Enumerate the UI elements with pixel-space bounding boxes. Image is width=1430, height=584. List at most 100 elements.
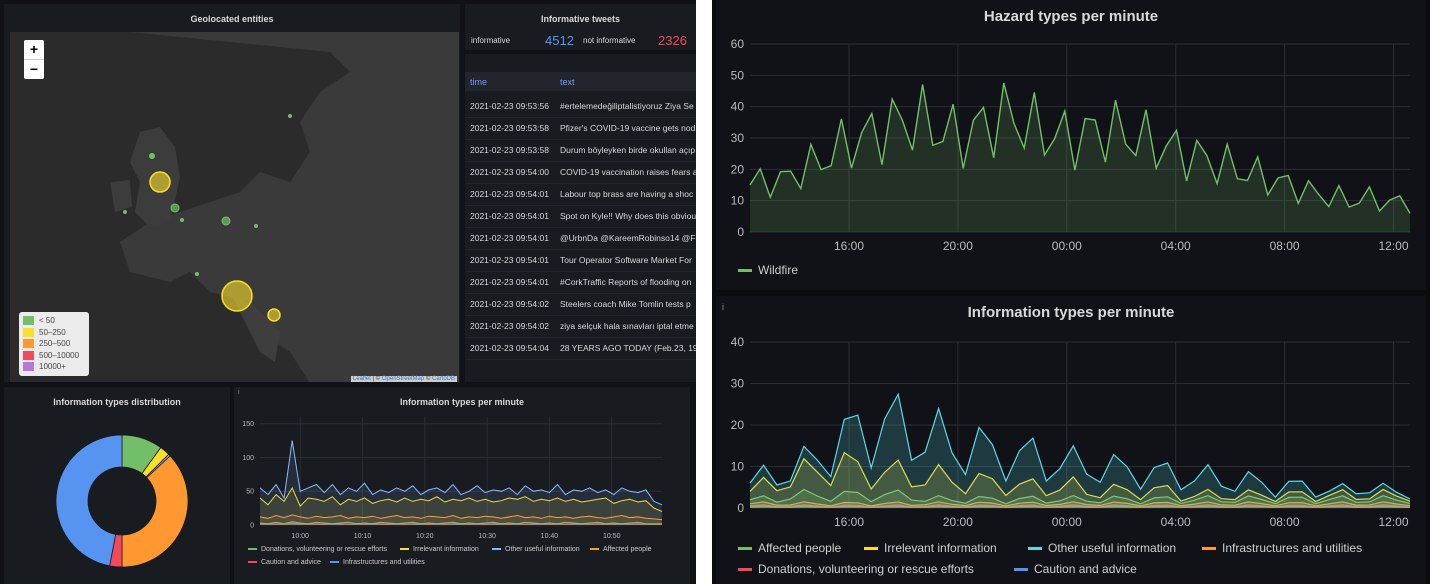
- donut-slice[interactable]: [121, 455, 189, 568]
- x-tick-label: 16:00: [834, 515, 864, 529]
- legend-item[interactable]: Affected people: [590, 546, 652, 553]
- cell-time: 2021-02-23 09:54:02: [470, 321, 549, 331]
- leaflet-link[interactable]: Leaflet: [352, 376, 371, 382]
- legend-label: Irrelevant information: [413, 546, 479, 553]
- table-row[interactable]: 2021-02-23 09:54:02 Steelers coach Mike T…: [465, 293, 696, 316]
- x-tick-label: 08:00: [1270, 515, 1300, 529]
- legend-label: < 50: [39, 316, 55, 326]
- map-marker[interactable]: [149, 171, 171, 193]
- cell-text: COVID-19 vaccination raises fears a: [560, 167, 696, 177]
- map-view[interactable]: + − < 50 50–250 250–500 500–10000 10000+ Lea…: [10, 32, 459, 382]
- y-tick-label: 150: [242, 421, 254, 428]
- zoom-out-button[interactable]: −: [29, 61, 39, 77]
- legend-item: 500–10000: [23, 350, 85, 362]
- legend-item[interactable]: Donations, volunteering or rescue effort…: [738, 562, 974, 576]
- x-tick-label: 16:00: [834, 239, 864, 253]
- table-row[interactable]: 2021-02-23 09:54:01 @UrbnDa @KareemRobins…: [465, 227, 696, 250]
- map-marker[interactable]: [221, 216, 231, 226]
- carto-link[interactable]: CartoDB: [431, 376, 455, 382]
- info-icon[interactable]: i: [238, 389, 240, 396]
- legend-label: Affected people: [758, 541, 842, 555]
- x-tick-label: 00:00: [1052, 239, 1082, 253]
- y-tick-label: 20: [731, 418, 745, 432]
- legend-label: Other useful information: [1048, 541, 1177, 555]
- legend-item[interactable]: Donations, volunteering or rescue effort…: [248, 546, 387, 553]
- zoom-in-button[interactable]: +: [24, 40, 44, 60]
- column-header-text[interactable]: text: [560, 77, 575, 87]
- legend-swatch: [23, 327, 34, 337]
- table-row[interactable]: 2021-02-23 09:53:56 #ertelemedeğiliptalis…: [465, 95, 696, 118]
- cell-text: Durum böyleyken birde okullan açıp: [560, 145, 696, 155]
- cell-text: Pfizer's COVID-19 vaccine gets nod: [560, 123, 696, 133]
- cell-time: 2021-02-23 09:54:01: [470, 255, 549, 265]
- series-line: [259, 514, 663, 521]
- series-line: [749, 392, 1411, 500]
- y-tick-label: 0: [250, 522, 254, 529]
- info-icon[interactable]: i: [722, 302, 724, 312]
- legend-item[interactable]: Other useful information: [492, 546, 580, 553]
- legend-swatch: [738, 269, 752, 273]
- cell-time: 2021-02-23 09:53:58: [470, 145, 549, 155]
- map-marker[interactable]: [123, 210, 127, 214]
- table-row[interactable]: 2021-02-23 09:54:01 Labour top brass are …: [465, 183, 696, 206]
- legend-item: 50–250: [23, 327, 85, 339]
- cell-time: 2021-02-23 09:54:01: [470, 189, 549, 199]
- legend-label: Caution and advice: [1034, 562, 1137, 576]
- y-tick-label: 30: [731, 131, 745, 145]
- table-row[interactable]: 2021-02-23 09:54:01 Spot on Kyle!! Why do…: [465, 205, 696, 228]
- legend-swatch: [330, 561, 339, 564]
- map-marker[interactable]: [170, 203, 180, 213]
- legend-item[interactable]: Infrastructures and utilities: [330, 559, 425, 566]
- x-tick-label: 20:00: [943, 239, 973, 253]
- x-tick-label: 10:20: [416, 533, 434, 540]
- table-row[interactable]: 2021-02-23 09:54:01 Tour Operator Softwar…: [465, 249, 696, 272]
- legend-item[interactable]: Caution and advice: [1014, 562, 1137, 576]
- map-marker[interactable]: [288, 114, 292, 118]
- table-row[interactable]: 2021-02-23 09:53:58 Pfizer's COVID-19 vac…: [465, 117, 696, 140]
- legend-item[interactable]: Irrelevant information: [400, 546, 479, 553]
- table-row[interactable]: 2021-02-23 09:54:01 #CorkTraffic Reports …: [465, 271, 696, 294]
- y-tick-label: 60: [731, 37, 745, 51]
- legend-item[interactable]: Irrelevant information: [864, 541, 997, 555]
- table-header: time text: [465, 72, 696, 91]
- map-marker[interactable]: [267, 308, 281, 322]
- x-tick-label: 20:00: [943, 515, 973, 529]
- cell-text: #ertelemedeğiliptalistiyoruz Ziya Se: [560, 101, 694, 111]
- table-row[interactable]: 2021-02-23 09:54:02 ziya selçuk hala sına…: [465, 315, 696, 338]
- series-line: [749, 451, 1411, 503]
- series-line: [749, 504, 1411, 508]
- series-line: [749, 501, 1411, 507]
- legend-label: 10000+: [39, 362, 66, 372]
- table-row[interactable]: 2021-02-23 09:54:00 COVID-19 vaccination …: [465, 161, 696, 184]
- series-line: [749, 505, 1411, 509]
- map-marker[interactable]: [195, 272, 199, 276]
- table-row[interactable]: 2021-02-23 09:54:04 28 YEARS AGO TODAY (F…: [465, 337, 696, 360]
- cell-text: #CorkTraffic Reports of flooding on: [560, 277, 692, 287]
- table-row[interactable]: 2021-02-23 09:53:58 Durum böyleyken birde…: [465, 139, 696, 162]
- cell-text: Steelers coach Mike Tomlin tests p: [560, 299, 691, 309]
- informative-stats: informative 4512 not informative 2326: [465, 33, 696, 48]
- legend-label: Infrastructures and utilities: [1222, 541, 1363, 555]
- map-marker[interactable]: [149, 153, 155, 159]
- y-tick-label: 0: [737, 225, 744, 239]
- y-tick-label: 40: [731, 100, 745, 114]
- column-header-time[interactable]: time: [470, 77, 488, 87]
- legend-item[interactable]: Affected people: [738, 541, 841, 555]
- donut-slice[interactable]: [55, 434, 123, 567]
- legend-item[interactable]: Other useful information: [1028, 541, 1176, 555]
- cell-time: 2021-02-23 09:53:56: [470, 101, 549, 111]
- legend-swatch: [864, 547, 878, 551]
- panel-title: Information types per minute: [967, 304, 1175, 321]
- cell-time: 2021-02-23 09:54:01: [470, 277, 549, 287]
- legend-item[interactable]: Caution and advice: [248, 559, 321, 566]
- map-marker[interactable]: [180, 218, 184, 222]
- legend-swatch: [1202, 547, 1216, 551]
- informative-label: informative: [471, 36, 511, 45]
- map-marker[interactable]: [254, 224, 258, 228]
- x-tick-label: 10:50: [603, 533, 621, 540]
- legend-item[interactable]: Infrastructures and utilities: [1202, 541, 1362, 555]
- series-area: [750, 83, 1410, 232]
- map-marker[interactable]: [221, 280, 253, 312]
- legend-item[interactable]: Wildfire: [738, 263, 798, 277]
- osm-link[interactable]: OpenStreetMap: [381, 376, 425, 382]
